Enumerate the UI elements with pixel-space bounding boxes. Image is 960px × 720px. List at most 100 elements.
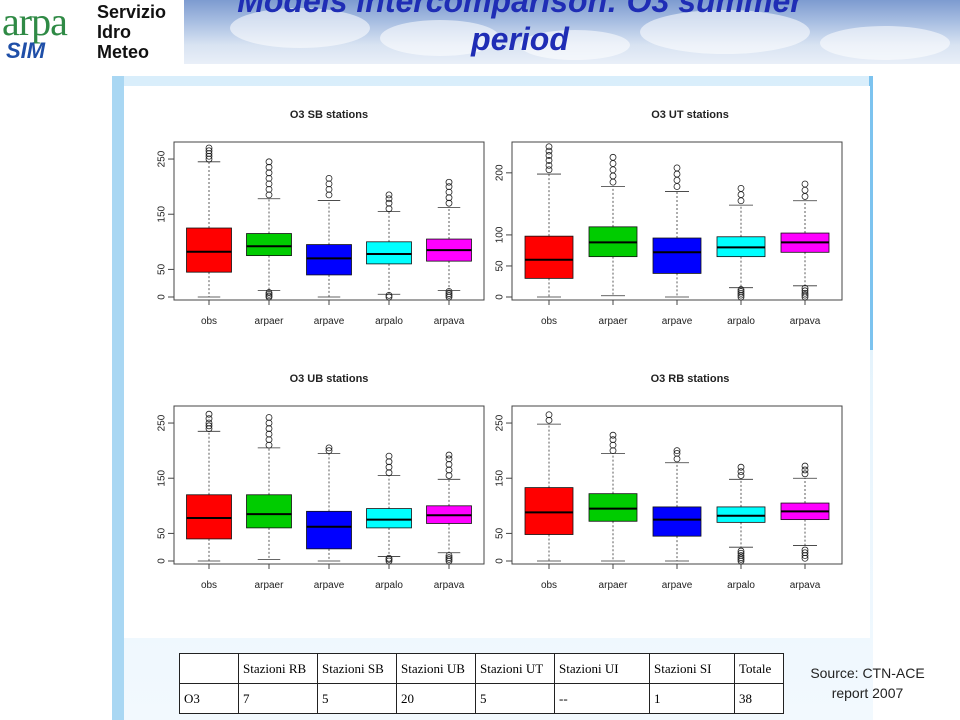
chart-title: O3 SB stations bbox=[290, 109, 368, 121]
box-arpave bbox=[652, 506, 702, 537]
outlier-point bbox=[609, 431, 617, 439]
outlier-point bbox=[445, 472, 453, 479]
y-tick-label: 100 bbox=[495, 226, 506, 243]
outlier-point bbox=[801, 287, 809, 295]
outlier-point bbox=[325, 444, 333, 452]
y-tick-label: 0 bbox=[495, 294, 506, 300]
table-cell: O3 bbox=[179, 683, 239, 714]
box-arpalo bbox=[716, 506, 766, 523]
x-tick-label: arpalo bbox=[727, 316, 755, 327]
outlier-point bbox=[265, 169, 273, 177]
outlier-point bbox=[265, 425, 273, 432]
table-cell: 7 bbox=[238, 683, 318, 714]
x-tick-label: arpava bbox=[790, 316, 821, 327]
outlier-point bbox=[673, 447, 681, 455]
outlier-point bbox=[609, 153, 617, 161]
outlier-point bbox=[801, 546, 809, 554]
outlier-point bbox=[445, 188, 453, 196]
y-tick-label: 200 bbox=[495, 164, 506, 181]
outlier-point bbox=[609, 160, 617, 167]
outlier-point bbox=[737, 197, 745, 205]
outlier-point bbox=[325, 174, 333, 182]
x-tick-label: obs bbox=[201, 316, 217, 327]
table-cell: 38 bbox=[734, 683, 784, 714]
box-obs bbox=[186, 494, 232, 540]
box-arpave bbox=[306, 510, 352, 550]
chart-title: O3 UB stations bbox=[290, 373, 369, 385]
table-cell: 5 bbox=[475, 683, 555, 714]
outlier-point bbox=[325, 180, 333, 188]
x-tick-label: arpave bbox=[662, 316, 693, 327]
outlier-point bbox=[673, 455, 681, 463]
outlier-point bbox=[737, 184, 745, 192]
outlier-point bbox=[385, 557, 393, 565]
outlier-point bbox=[737, 191, 745, 198]
outlier-point bbox=[445, 178, 453, 186]
box-arpave bbox=[652, 237, 702, 274]
outlier-point bbox=[801, 289, 809, 297]
outlier-point bbox=[545, 166, 553, 174]
box-obs bbox=[186, 227, 232, 273]
charts-svg: O3 SB stations 0 50 150 250 obs arpaer arpave ar… bbox=[157, 109, 843, 591]
outlier-point bbox=[265, 180, 273, 188]
outlier-point bbox=[265, 441, 273, 449]
outlier-point bbox=[385, 293, 393, 301]
x-tick-label: obs bbox=[541, 316, 557, 327]
outlier-point bbox=[205, 155, 213, 163]
outlier-point bbox=[265, 174, 273, 182]
outlier-point bbox=[673, 164, 681, 172]
outlier-point bbox=[609, 166, 617, 174]
outlier-point bbox=[385, 554, 393, 562]
table-header-row: Stazioni RB Stazioni SB Stazioni UB Staz… bbox=[179, 653, 784, 684]
table-header-cell: Stazioni UB bbox=[396, 653, 476, 684]
outlier-point bbox=[801, 291, 809, 299]
outlier-point bbox=[445, 557, 453, 565]
table-cell: -- bbox=[554, 683, 650, 714]
outlier-point bbox=[445, 291, 453, 299]
outlier-point bbox=[673, 449, 681, 457]
x-tick-label: arpaer bbox=[599, 580, 629, 591]
box-arpaer bbox=[588, 493, 638, 522]
outlier-point bbox=[673, 170, 681, 178]
outlier-point bbox=[545, 147, 553, 155]
outlier-point bbox=[545, 143, 553, 151]
outlier-point bbox=[265, 163, 273, 171]
table-header-cell: Stazioni SI bbox=[649, 653, 735, 684]
x-tick-label: arpava bbox=[434, 316, 465, 327]
outlier-point bbox=[737, 557, 745, 565]
outlier-point bbox=[445, 199, 453, 207]
y-tick-label: 150 bbox=[495, 469, 506, 486]
x-tick-label: arpave bbox=[662, 580, 693, 591]
outlier-point bbox=[801, 552, 809, 559]
box-arpalo bbox=[366, 508, 412, 529]
outlier-point bbox=[265, 289, 273, 296]
x-tick-label: arpava bbox=[434, 580, 465, 591]
x-tick-label: obs bbox=[541, 580, 557, 591]
outlier-point bbox=[801, 549, 809, 557]
chart-title: O3 UT stations bbox=[651, 109, 729, 121]
outlier-point bbox=[445, 555, 453, 563]
outlier-point bbox=[205, 419, 213, 427]
outlier-point bbox=[673, 176, 681, 184]
outlier-point bbox=[737, 293, 745, 301]
outlier-point bbox=[737, 463, 745, 471]
outlier-point bbox=[265, 419, 273, 427]
right-strip bbox=[869, 76, 873, 350]
outlier-point bbox=[445, 455, 453, 463]
outlier-point bbox=[205, 425, 213, 432]
boxplot-panel: O3 SB stations 0 50 150 250 obs arpaer arpave ar… bbox=[157, 109, 485, 327]
outlier-point bbox=[385, 469, 393, 477]
outlier-point bbox=[265, 292, 273, 300]
boxplot-panel: O3 RB stations 0 50 150 250 obs arpaer arpave ar… bbox=[495, 373, 843, 591]
y-tick-label: 250 bbox=[157, 414, 168, 431]
x-tick-label: arpava bbox=[790, 580, 821, 591]
y-tick-label: 50 bbox=[495, 260, 506, 272]
stations-table: Stazioni RB Stazioni SB Stazioni UB Staz… bbox=[179, 653, 784, 714]
outlier-point bbox=[737, 289, 745, 297]
outlier-point bbox=[205, 144, 213, 152]
outlier-point bbox=[801, 284, 809, 292]
outlier-point bbox=[737, 554, 745, 562]
y-tick-label: 250 bbox=[157, 150, 168, 167]
outlier-point bbox=[545, 152, 553, 159]
outlier-point bbox=[325, 191, 333, 199]
